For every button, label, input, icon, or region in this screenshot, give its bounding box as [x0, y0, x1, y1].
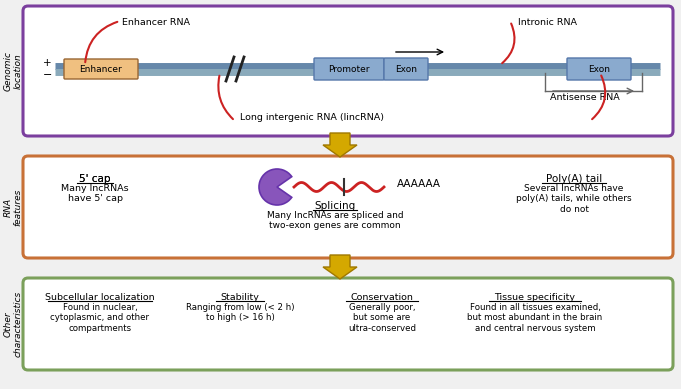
FancyArrow shape: [323, 133, 357, 157]
Text: Found in all tissues examined,
but most abundant in the brain
and central nervou: Found in all tissues examined, but most …: [467, 303, 603, 333]
Text: Many lncRNAs are spliced and
two-exon genes are common: Many lncRNAs are spliced and two-exon ge…: [267, 211, 403, 230]
Text: Several lncRNAs have
poly(A) tails, while others
do not: Several lncRNAs have poly(A) tails, whil…: [516, 184, 632, 214]
Text: Subcellular localization: Subcellular localization: [45, 293, 155, 302]
Text: 5' cap: 5' cap: [79, 174, 111, 184]
Text: Exon: Exon: [588, 65, 610, 74]
Text: AAAAAA: AAAAAA: [397, 179, 441, 189]
Text: Poly(A) tail: Poly(A) tail: [546, 174, 602, 184]
Text: Long intergenic RNA (lincRNA): Long intergenic RNA (lincRNA): [240, 113, 384, 122]
Text: Genomic
location: Genomic location: [3, 51, 22, 91]
FancyBboxPatch shape: [567, 58, 631, 80]
Text: +: +: [44, 58, 52, 68]
Text: Intronic RNA: Intronic RNA: [518, 18, 577, 27]
FancyBboxPatch shape: [23, 278, 673, 370]
Text: Tissue specificity: Tissue specificity: [494, 293, 575, 302]
Text: Found in nuclear,
cytoplasmic, and other
compartments: Found in nuclear, cytoplasmic, and other…: [50, 303, 150, 333]
FancyBboxPatch shape: [23, 156, 673, 258]
Text: Antisense RNA: Antisense RNA: [550, 93, 620, 102]
FancyBboxPatch shape: [23, 6, 673, 136]
FancyBboxPatch shape: [384, 58, 428, 80]
Text: Splicing: Splicing: [315, 201, 355, 211]
Text: Promoter: Promoter: [328, 65, 370, 74]
FancyBboxPatch shape: [64, 59, 138, 79]
Text: Conservation: Conservation: [351, 293, 413, 302]
Text: −: −: [43, 70, 52, 80]
FancyBboxPatch shape: [314, 58, 384, 80]
Text: 5' cap: 5' cap: [79, 174, 111, 184]
Text: Many lncRNAs
have 5' cap: Many lncRNAs have 5' cap: [61, 184, 129, 203]
Text: Exon: Exon: [395, 65, 417, 74]
Text: Other
characteristics: Other characteristics: [3, 291, 22, 357]
FancyArrow shape: [323, 255, 357, 279]
Wedge shape: [259, 169, 291, 205]
Text: Stability: Stability: [221, 293, 259, 302]
Text: Enhancer RNA: Enhancer RNA: [122, 18, 190, 27]
Text: Enhancer: Enhancer: [80, 65, 123, 74]
Text: RNA
features: RNA features: [3, 188, 22, 226]
Text: Generally poor,
but some are
ultra-conserved: Generally poor, but some are ultra-conse…: [348, 303, 416, 333]
Text: Ranging from low (< 2 h)
to high (> 16 h): Ranging from low (< 2 h) to high (> 16 h…: [186, 303, 294, 322]
